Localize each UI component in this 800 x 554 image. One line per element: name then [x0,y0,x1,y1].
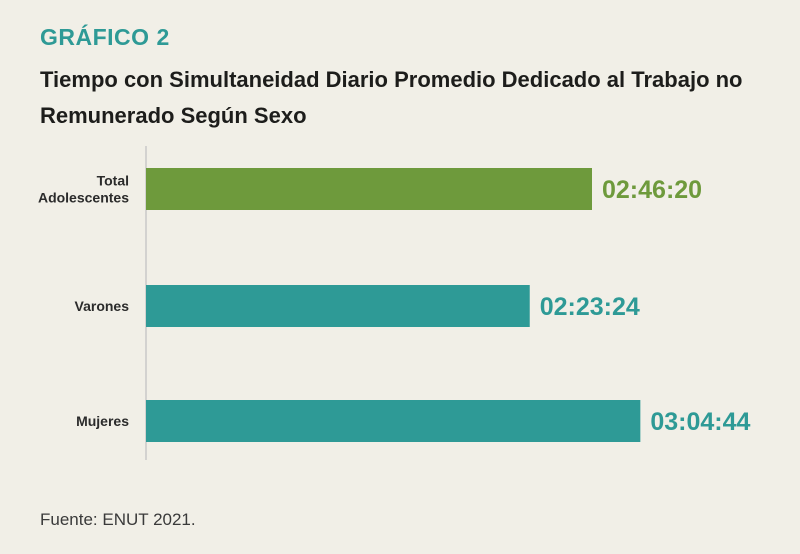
source-note: Fuente: ENUT 2021. [40,510,196,529]
bar-0 [146,168,592,210]
category-label-1-0: Varones [75,298,130,314]
value-label-0: 02:46:20 [602,176,702,204]
category-label-2-0: Mujeres [76,413,129,429]
chart-kicker: GRÁFICO 2 [40,24,170,50]
category-label-0-0: Total [97,173,129,189]
value-label-2: 03:04:44 [650,408,750,436]
bar-1 [146,285,530,327]
category-label-0-1: Adolescentes [38,190,129,206]
chart-title: Tiempo con Simultaneidad Diario Promedio… [40,67,743,128]
value-label-1: 02:23:24 [540,293,640,321]
bar-2 [146,400,641,442]
